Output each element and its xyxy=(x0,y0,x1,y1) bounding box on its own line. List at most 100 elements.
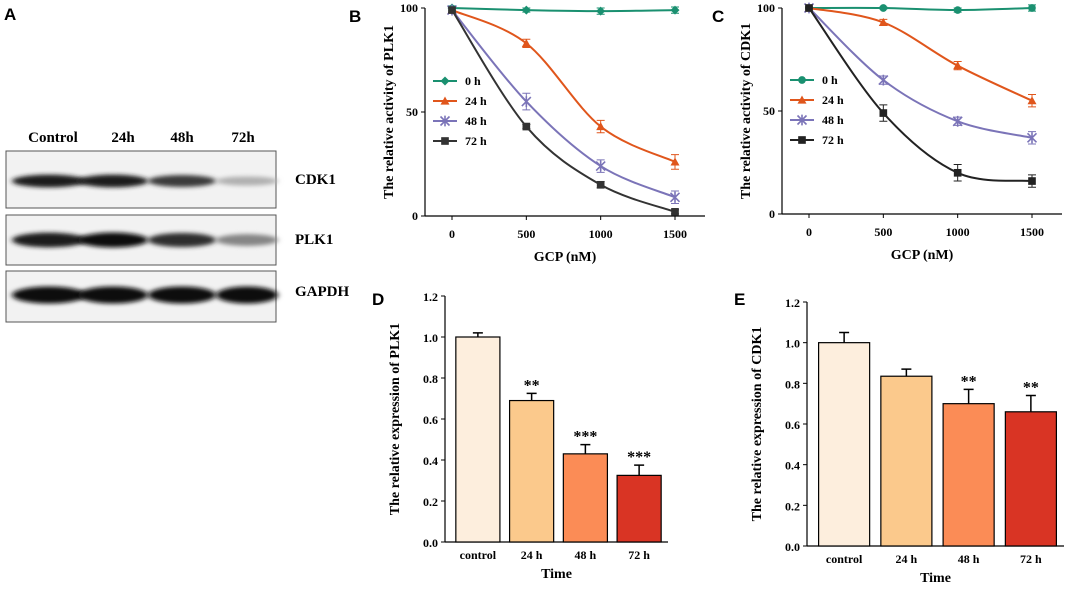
data-point xyxy=(878,17,888,27)
panel-label-b: B xyxy=(349,7,361,26)
series-line xyxy=(808,6,1033,12)
y-tick-label: 0.4 xyxy=(423,454,438,468)
data-point xyxy=(441,137,449,145)
panel-label-e: E xyxy=(734,290,745,309)
error-bar xyxy=(472,332,483,337)
x-tick-label: 48 h xyxy=(575,548,597,562)
y-axis-label: The relative activity of CDK1 xyxy=(739,23,754,199)
y-tick-label: 0.8 xyxy=(423,372,438,386)
blot-lane-label: Control xyxy=(28,130,78,146)
x-tick-label: 500 xyxy=(517,227,535,241)
legend-label: 24 h xyxy=(822,93,844,107)
blot-protein-label: PLK1 xyxy=(295,232,333,248)
blot-band xyxy=(216,234,278,246)
legend-label: 0 h xyxy=(822,73,838,87)
data-point xyxy=(805,4,813,12)
series-line xyxy=(808,7,1033,102)
y-tick-label: 100 xyxy=(757,1,775,15)
significance-mark: ** xyxy=(961,373,977,390)
y-tick-label: 0.6 xyxy=(423,413,438,427)
data-point xyxy=(1028,4,1036,12)
data-point xyxy=(521,96,532,107)
x-tick-label: 24 h xyxy=(521,548,543,562)
significance-mark: ** xyxy=(1023,380,1039,397)
panel-label-d: D xyxy=(372,290,384,309)
data-point xyxy=(670,5,680,15)
error-bar xyxy=(839,331,850,343)
data-point xyxy=(796,114,808,126)
data-point xyxy=(879,109,888,117)
x-tick-label: control xyxy=(826,552,863,566)
y-tick-label: 50 xyxy=(763,104,775,118)
x-axis-label: Time xyxy=(920,571,951,586)
data-point xyxy=(440,76,450,86)
error-bar xyxy=(963,388,974,404)
x-tick-label: 0 xyxy=(449,227,455,241)
data-point xyxy=(953,168,962,177)
bar xyxy=(880,375,933,547)
y-tick-label: 0.6 xyxy=(785,418,800,432)
data-point xyxy=(440,96,450,105)
series-line xyxy=(808,7,1033,139)
data-point xyxy=(953,61,963,70)
y-tick-label: 0 xyxy=(769,207,775,221)
y-tick-label: 1.2 xyxy=(785,296,800,310)
x-tick-label: 1000 xyxy=(589,227,613,241)
blot-protein-label: CDK1 xyxy=(295,172,336,188)
legend-label: 72 h xyxy=(822,133,844,147)
blot-lane-label: 72h xyxy=(231,130,255,146)
x-tick-label: 0 xyxy=(806,225,812,239)
bar xyxy=(616,474,662,543)
x-axis-label: Time xyxy=(541,567,572,582)
data-point xyxy=(671,208,679,216)
x-tick-label: control xyxy=(460,548,497,562)
blot-band xyxy=(148,286,216,304)
significance-mark: *** xyxy=(627,449,651,466)
bar xyxy=(508,399,555,543)
error-bar xyxy=(634,464,645,476)
data-point xyxy=(596,180,605,189)
data-point xyxy=(878,74,889,86)
data-point xyxy=(439,115,451,127)
x-tick-label: 1500 xyxy=(663,227,687,241)
x-axis-label: GCP (nM) xyxy=(534,250,597,265)
series-line xyxy=(808,7,1033,183)
blot-band xyxy=(216,286,278,304)
y-tick-label: 0 xyxy=(412,209,418,223)
bar xyxy=(942,403,995,547)
y-axis-label: The relative expression of PLK1 xyxy=(388,323,403,515)
legend-label: 72 h xyxy=(465,134,487,148)
legend-label: 48 h xyxy=(465,114,487,128)
panel-label-a: A xyxy=(4,5,16,24)
chart-cdk1-expression: 0.0 0.2 0.4 0.6 0.8 1.0 1.2 control 24 h ** 48 h **… xyxy=(750,296,1064,586)
error-bar xyxy=(901,368,912,377)
data-point xyxy=(669,191,681,203)
data-point xyxy=(521,5,531,15)
western-blot: Control 24h 48h 72h CDK1 PLK1 GAPDH xyxy=(5,130,349,323)
data-point xyxy=(1026,132,1038,144)
data-point xyxy=(448,6,456,14)
x-tick-label: 72 h xyxy=(1020,552,1042,566)
data-point xyxy=(797,95,807,104)
blot-band xyxy=(12,286,86,304)
data-point xyxy=(798,76,806,84)
data-point xyxy=(879,4,888,12)
y-tick-label: 1.2 xyxy=(423,290,438,304)
x-tick-label: 48 h xyxy=(958,552,980,566)
y-tick-label: 100 xyxy=(400,1,418,15)
data-point xyxy=(670,157,680,166)
y-tick-label: 0.4 xyxy=(785,459,800,473)
blot-band xyxy=(148,175,216,187)
data-point xyxy=(522,122,531,131)
y-tick-label: 0.0 xyxy=(423,536,438,550)
chart-plk1-expression: 0.0 0.2 0.4 0.6 0.8 1.0 1.2 control ** 24 h *** 48 … xyxy=(388,290,668,582)
y-tick-label: 0.2 xyxy=(423,495,438,509)
x-tick-label: 1500 xyxy=(1020,225,1044,239)
data-point xyxy=(953,6,962,14)
y-tick-label: 1.0 xyxy=(785,337,800,351)
legend-label: 24 h xyxy=(465,94,487,108)
blot-protein-label: GAPDH xyxy=(295,284,349,300)
error-bar xyxy=(1025,394,1036,412)
